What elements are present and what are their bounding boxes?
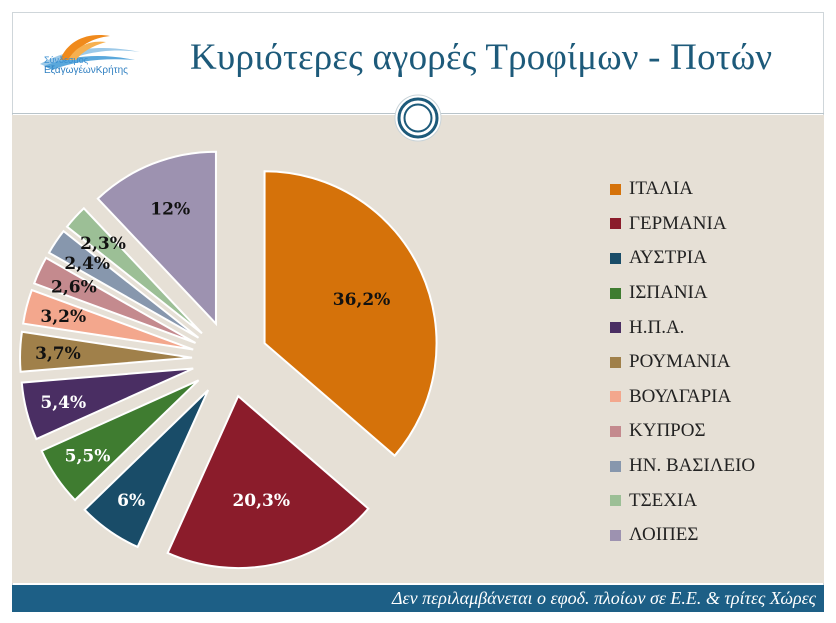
slice-data-label: 5,5% [65, 447, 111, 467]
legend-label: ΒΟΥΛΓΑΡΙΑ [629, 385, 732, 407]
legend-label: ΑΥΣΤΡΙΑ [629, 247, 707, 269]
circle-badge-icon [394, 94, 442, 142]
legend-swatch [610, 495, 621, 507]
chart-legend: ΙΤΑΛΙΑ ΓΕΡΜΑΝΙΑ ΑΥΣΤΡΙΑ ΙΣΠΑΝΙΑ Η.Π.Α. ΡΟΥΜΑΝ… [610, 172, 755, 553]
legend-item: ΡΟΥΜΑΝΙΑ [610, 345, 755, 380]
legend-label: ΤΣΕΧΙΑ [629, 489, 698, 511]
legend-label: ΙΤΑΛΙΑ [629, 178, 693, 200]
legend-item: ΓΕΡΜΑΝΙΑ [610, 207, 755, 242]
legend-swatch [610, 529, 621, 541]
legend-swatch [610, 252, 621, 264]
legend-label: ΙΣΠΑΝΙΑ [629, 282, 708, 304]
legend-swatch [610, 425, 621, 437]
legend-swatch [610, 391, 621, 403]
pie-slice-11 [96, 150, 217, 327]
footer-note: Δεν περιλαμβάνεται ο εφοδ. πλοίων σε Ε.Ε… [391, 588, 816, 608]
slice-data-label: 2,4% [64, 254, 110, 274]
legend-label: ΚΥΠΡΟΣ [629, 420, 706, 442]
legend-item: ΑΥΣΤΡΙΑ [610, 241, 755, 276]
legend-swatch [610, 322, 621, 334]
swirl-logo-icon [40, 35, 140, 70]
logo-wordmark: Σύνδεσμος ΕξαγωγέωνΚρήτης [44, 55, 128, 76]
legend-swatch [610, 287, 621, 299]
pie-slice-1 [263, 170, 438, 458]
slice-data-label: 12% [150, 200, 190, 220]
page-title: Κυριότερες αγορές Τροφίμων - Ποτών [190, 37, 773, 78]
pie-chart: 36,2% 20,3% 6% 5,5% 5,4% 3,7% 3,2% 2,6% 2,4%2,3%… [19, 150, 438, 570]
pie-slice-6 [19, 330, 193, 373]
slice-data-label: 20,3% [232, 491, 290, 511]
legend-swatch [610, 356, 621, 368]
slice-data-label: 3,7% [35, 344, 81, 364]
legend-label: Η.Π.Α. [629, 316, 685, 338]
pie-slice-8 [32, 256, 197, 344]
legend-item: ΙΣΠΑΝΙΑ [610, 276, 755, 311]
legend-label: ΓΕΡΜΑΝΙΑ [629, 212, 727, 234]
legend-swatch [610, 183, 621, 195]
pie-slice-5 [20, 367, 194, 441]
legend-label: ΛΟΙΠΕΣ [629, 524, 699, 546]
pie-slice-4 [40, 379, 200, 502]
logo-line-1: Σύνδεσμος [44, 55, 89, 65]
legend-swatch [610, 218, 621, 230]
slice-data-label: 2,3% [80, 234, 126, 254]
slice-data-label: 2,6% [51, 277, 97, 297]
legend-item: ΗΝ. ΒΑΣΙΛΕΙΟ [610, 449, 755, 484]
pie-slice-2 [166, 394, 370, 570]
legend-label: ΡΟΥΜΑΝΙΑ [629, 351, 731, 373]
legend-item: ΚΥΠΡΟΣ [610, 414, 755, 449]
logo-line-2: ΕξαγωγέωνΚρήτης [44, 65, 128, 76]
slice-data-label: 6% [117, 491, 145, 511]
pie-slice-3 [83, 389, 210, 549]
slice-data-label: 5,4% [40, 393, 86, 413]
legend-item: ΛΟΙΠΕΣ [610, 518, 755, 553]
footer-bar: Δεν περιλαμβάνεται ο εφοδ. πλοίων σε Ε.Ε… [12, 585, 824, 612]
legend-item: Η.Π.Α. [610, 310, 755, 345]
pie-slice-9 [47, 229, 200, 339]
legend-item: ΙΤΑΛΙΑ [610, 172, 755, 207]
slide-header: Σύνδεσμος ΕξαγωγέωνΚρήτης Κυριότερες αγο… [0, 0, 836, 113]
legend-label: ΗΝ. ΒΑΣΙΛΕΙΟ [629, 455, 756, 477]
pie-slice-7 [22, 288, 194, 351]
pie-slice-10 [65, 206, 203, 335]
slice-data-label: 3,2% [40, 307, 86, 327]
legend-item: ΒΟΥΛΓΑΡΙΑ [610, 380, 755, 415]
legend-swatch [610, 460, 621, 472]
legend-item: ΤΣΕΧΙΑ [610, 483, 755, 518]
slice-data-label: 36,2% [333, 290, 391, 310]
